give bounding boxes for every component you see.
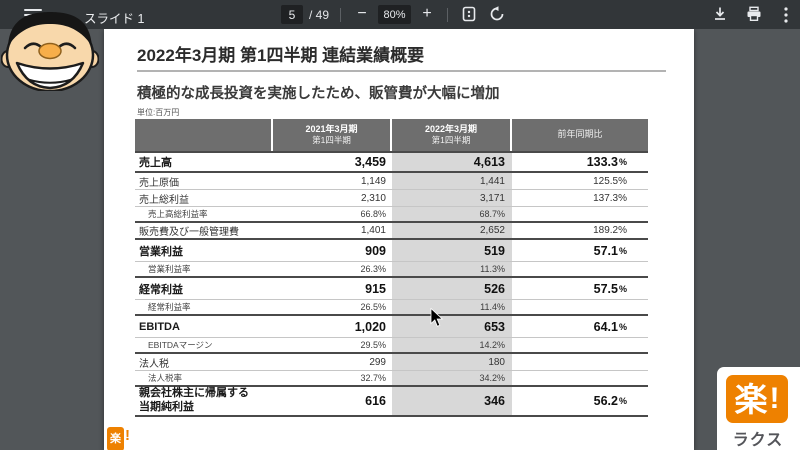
table-row: 売上総利益 2,310 3,171 137.3% — [135, 190, 648, 207]
print-icon[interactable] — [746, 6, 762, 22]
table-row: 売上原価 1,149 1,441 125.5% — [135, 173, 648, 190]
document-title: スライド 1 — [84, 12, 145, 26]
rakus-logo-icon: 楽 ! — [726, 375, 788, 423]
page-number-input[interactable]: 5 — [281, 5, 303, 24]
fit-to-page-icon[interactable] — [461, 6, 477, 22]
table-row: 売上高 3,459 4,613 133.3% — [135, 151, 648, 173]
zoom-out-button[interactable]: − — [357, 5, 367, 22]
table-row: EBITDAマージン 29.5% 14.2% — [135, 338, 648, 354]
download-icon[interactable] — [712, 6, 728, 22]
header-yoy: 前年同期比 — [512, 119, 648, 151]
header-2021: 2021年3月期 第1四半期 — [273, 119, 390, 151]
mouse-cursor — [430, 308, 444, 327]
table-row: 販売費及び一般管理費 1,401 2,652 189.2% — [135, 223, 648, 240]
table-row: 売上高総利益率 66.8% 68.7% — [135, 207, 648, 223]
rakus-logo-card: 楽 ! ラクス — [717, 367, 800, 450]
header-empty — [135, 119, 271, 151]
table-row: 営業利益 909 519 57.1% — [135, 240, 648, 262]
more-options-icon[interactable] — [783, 6, 789, 24]
unit-note: 単位:百万円 — [137, 108, 180, 117]
rakus-logo-mark: 楽 — [107, 427, 124, 450]
zoom-level[interactable]: 80% — [378, 5, 411, 24]
table-row: 経常利益率 26.5% 11.4% — [135, 300, 648, 316]
financial-table: 2021年3月期 第1四半期 2022年3月期 第1四半期 前年同期比 売上高 … — [135, 119, 648, 417]
table-row: 法人税率 32.7% 34.2% — [135, 371, 648, 387]
slide-corner-logo: 楽 ! — [107, 427, 130, 450]
rakus-logo-name: ラクス — [732, 432, 784, 449]
rotate-page-icon[interactable] — [489, 6, 505, 22]
title-underline — [137, 70, 666, 72]
table-row: 営業利益率 26.3% 11.3% — [135, 262, 648, 278]
toolbar-divider — [340, 8, 341, 22]
table-row: 経常利益 915 526 57.5% — [135, 278, 648, 300]
pdf-viewer-toolbar: スライド 1 5 / 49 − 80% + — [0, 0, 800, 29]
page-count-label: / 49 — [309, 8, 330, 22]
table-row: 親会社株主に帰属する 当期純利益 616 346 56.2% — [135, 387, 648, 417]
pdf-page: 2022年3月期 第1四半期 連結業績概要 積極的な成長投資を実施したため、販管… — [104, 29, 694, 450]
table-row: EBITDA 1,020 653 64.1% — [135, 316, 648, 338]
toolbar-divider — [447, 8, 448, 22]
table-header-row: 2021年3月期 第1四半期 2022年3月期 第1四半期 前年同期比 — [135, 119, 648, 151]
slide-title: 2022年3月期 第1四半期 連結業績概要 — [137, 46, 425, 65]
header-2022: 2022年3月期 第1四半期 — [392, 119, 510, 151]
zoom-in-button[interactable]: + — [422, 5, 432, 22]
slide-subtitle: 積極的な成長投資を実施したため、販管費が大幅に増加 — [137, 86, 500, 102]
table-row: 法人税 299 180 — [135, 354, 648, 371]
presenter-avatar — [1, 12, 99, 91]
